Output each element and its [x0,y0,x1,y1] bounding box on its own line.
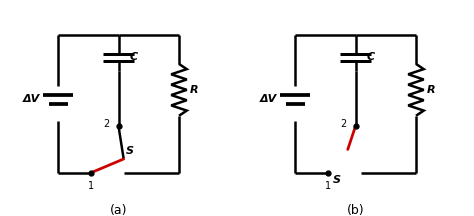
Text: ΔV: ΔV [23,94,40,104]
Text: R: R [190,85,199,95]
Text: ΔV: ΔV [260,94,277,104]
Text: S: S [333,175,341,184]
Text: 1: 1 [325,181,331,191]
Text: C: C [367,52,375,62]
Text: R: R [427,85,436,95]
Text: C: C [130,52,138,62]
Text: 2: 2 [104,119,110,129]
Text: (a): (a) [110,204,127,216]
Text: S: S [126,146,134,156]
Text: (b): (b) [346,204,365,216]
Text: 1: 1 [88,181,94,191]
Text: 2: 2 [341,119,347,129]
